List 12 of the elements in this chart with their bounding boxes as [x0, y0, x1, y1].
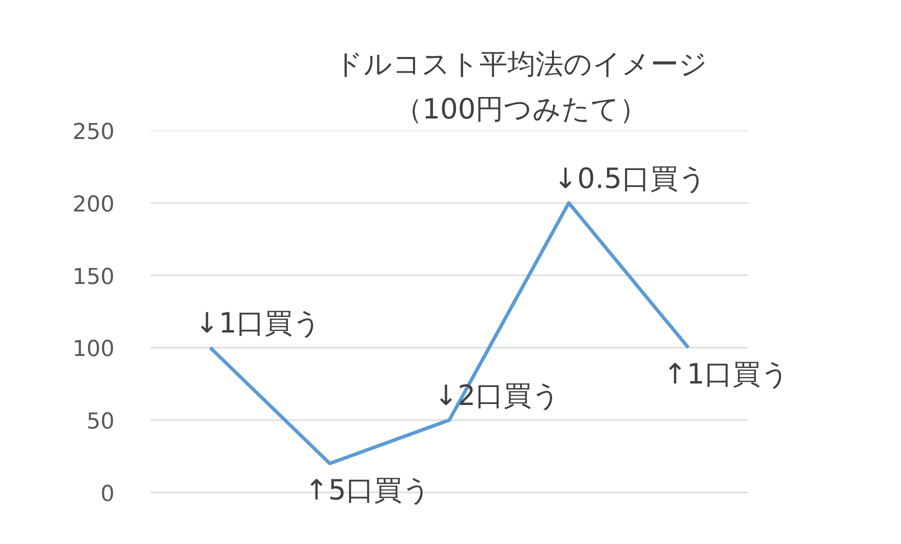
y-tick-label: 150: [72, 264, 115, 290]
annotation: ↑1口買う: [663, 358, 790, 391]
y-tick-label: 100: [72, 337, 115, 362]
annotation: ↓0.5口買う: [554, 162, 707, 195]
y-tick-label: 50: [86, 410, 115, 435]
y-tick-label: 200: [72, 192, 115, 218]
annotation: ↑5口買う: [304, 473, 432, 506]
chart-title: ドルコスト平均法のイメージ: [334, 48, 708, 80]
y-tick-label: 0: [100, 482, 115, 507]
y-tick-label: 250: [72, 120, 115, 145]
chart-subtitle: （100円つみたて）: [394, 92, 648, 126]
annotation: ↓1口買う: [195, 306, 322, 340]
